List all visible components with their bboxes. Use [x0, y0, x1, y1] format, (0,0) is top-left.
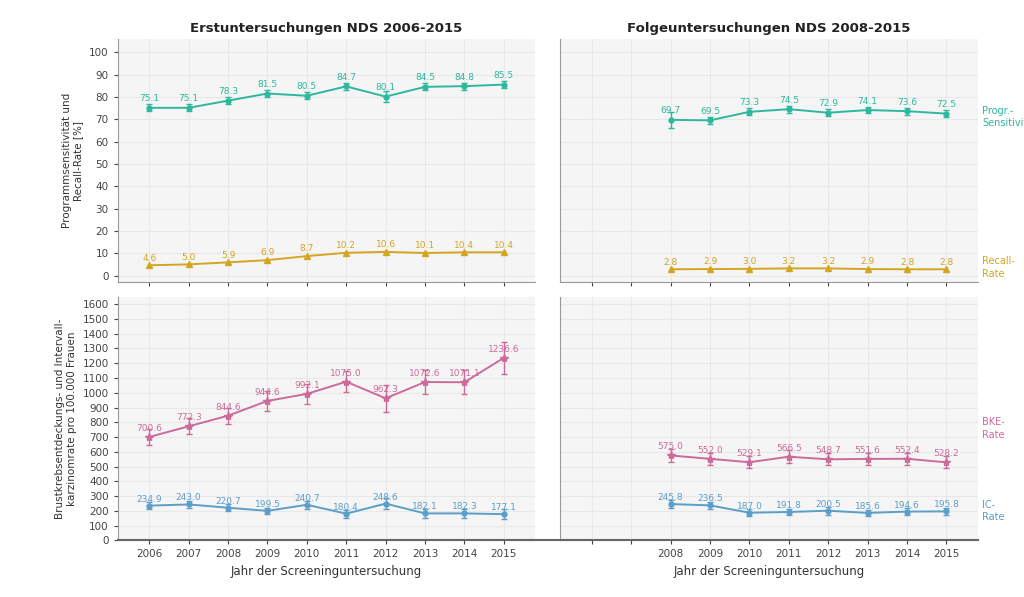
Text: 73.6: 73.6	[897, 98, 918, 107]
Text: 248.6: 248.6	[373, 493, 398, 501]
Text: 194.6: 194.6	[894, 500, 920, 509]
Text: 700.6: 700.6	[136, 424, 162, 433]
Text: 185.6: 185.6	[855, 502, 881, 511]
Text: 195.8: 195.8	[934, 500, 959, 509]
Text: 72.5: 72.5	[936, 100, 956, 109]
Text: 5.9: 5.9	[221, 251, 236, 260]
Text: 551.6: 551.6	[855, 446, 881, 455]
Text: 2.9: 2.9	[860, 257, 874, 266]
Text: 80.5: 80.5	[297, 82, 316, 91]
Text: 191.8: 191.8	[776, 501, 802, 510]
Text: 177.1: 177.1	[490, 503, 517, 512]
Text: 74.5: 74.5	[779, 96, 799, 104]
Text: 182.3: 182.3	[452, 502, 477, 511]
Text: 1072.6: 1072.6	[410, 369, 440, 378]
Text: 844.6: 844.6	[215, 402, 241, 411]
Text: 992.1: 992.1	[294, 381, 319, 390]
Title: Erstuntersuchungen NDS 2006-2015: Erstuntersuchungen NDS 2006-2015	[190, 22, 463, 35]
Text: 944.6: 944.6	[255, 388, 281, 397]
Text: 1236.6: 1236.6	[488, 344, 519, 353]
Y-axis label: Programmsensitivität und
Recall-Rate [%]: Programmsensitivität und Recall-Rate [%]	[61, 93, 84, 228]
Text: 8.7: 8.7	[300, 244, 314, 254]
Text: 81.5: 81.5	[257, 80, 278, 89]
Text: 1075.0: 1075.0	[331, 368, 362, 377]
Text: 962.3: 962.3	[373, 385, 398, 394]
Text: 10.6: 10.6	[376, 240, 395, 249]
Text: 528.2: 528.2	[934, 449, 959, 458]
Text: 575.0: 575.0	[657, 442, 684, 451]
X-axis label: Jahr der Screeninguntersuchung: Jahr der Screeninguntersuchung	[230, 565, 422, 578]
Text: 3.2: 3.2	[781, 257, 796, 266]
Text: 75.1: 75.1	[178, 94, 199, 103]
Text: 75.1: 75.1	[139, 94, 160, 103]
Text: 187.0: 187.0	[736, 501, 763, 510]
Text: 552.4: 552.4	[894, 445, 920, 455]
Text: 74.1: 74.1	[858, 97, 878, 106]
Text: 6.9: 6.9	[260, 248, 274, 257]
Text: 529.1: 529.1	[736, 449, 762, 458]
Text: 234.9: 234.9	[136, 494, 162, 503]
Text: 10.4: 10.4	[455, 241, 474, 250]
Text: 182.1: 182.1	[412, 502, 438, 512]
Text: 5.0: 5.0	[181, 253, 196, 261]
Text: 73.3: 73.3	[739, 99, 760, 107]
Text: 245.8: 245.8	[657, 493, 683, 502]
Text: 236.5: 236.5	[697, 494, 723, 503]
Text: 84.7: 84.7	[336, 73, 356, 82]
Text: 220.7: 220.7	[215, 497, 241, 506]
Text: 180.4: 180.4	[334, 503, 359, 512]
Text: 2.8: 2.8	[664, 258, 678, 267]
Text: 10.2: 10.2	[336, 241, 356, 250]
Text: 1071.1: 1071.1	[449, 369, 480, 378]
Text: 84.8: 84.8	[455, 73, 474, 82]
Text: 2.8: 2.8	[939, 258, 953, 267]
Text: 3.2: 3.2	[821, 257, 836, 266]
X-axis label: Jahr der Screeninguntersuchung: Jahr der Screeninguntersuchung	[674, 565, 865, 578]
Title: Folgeuntersuchungen NDS 2008-2015: Folgeuntersuchungen NDS 2008-2015	[628, 22, 910, 35]
Text: 84.5: 84.5	[415, 73, 435, 82]
Text: 548.7: 548.7	[815, 446, 841, 455]
Text: 2.9: 2.9	[702, 257, 717, 266]
Text: 200.5: 200.5	[815, 500, 841, 509]
Text: BKE-
Rate: BKE- Rate	[982, 417, 1005, 439]
Text: 85.5: 85.5	[494, 71, 514, 80]
Y-axis label: Brustkrebsentdeckungs- und Intervall-
karzinomrate pro 100.000 Frauen: Brustkrebsentdeckungs- und Intervall- ka…	[55, 318, 77, 519]
Text: 80.1: 80.1	[376, 83, 395, 92]
Text: 69.5: 69.5	[700, 107, 720, 116]
Text: 72.9: 72.9	[818, 99, 839, 108]
Text: 10.1: 10.1	[415, 241, 435, 250]
Text: IC-
Rate: IC- Rate	[982, 500, 1005, 522]
Text: 10.4: 10.4	[494, 241, 514, 250]
Text: 4.6: 4.6	[142, 254, 157, 263]
Text: 772.3: 772.3	[176, 413, 202, 422]
Text: 199.5: 199.5	[255, 500, 281, 509]
Text: 2.8: 2.8	[900, 258, 914, 267]
Text: 3.0: 3.0	[742, 257, 757, 266]
Text: 243.0: 243.0	[176, 493, 202, 502]
Text: Recall-
Rate: Recall- Rate	[982, 257, 1015, 279]
Text: 78.3: 78.3	[218, 87, 239, 96]
Text: Progr.-
Sensitivität: Progr.- Sensitivität	[982, 106, 1024, 128]
Text: 552.0: 552.0	[697, 446, 723, 455]
Text: 566.5: 566.5	[776, 444, 802, 453]
Text: 240.7: 240.7	[294, 494, 319, 503]
Text: 69.7: 69.7	[660, 106, 681, 115]
